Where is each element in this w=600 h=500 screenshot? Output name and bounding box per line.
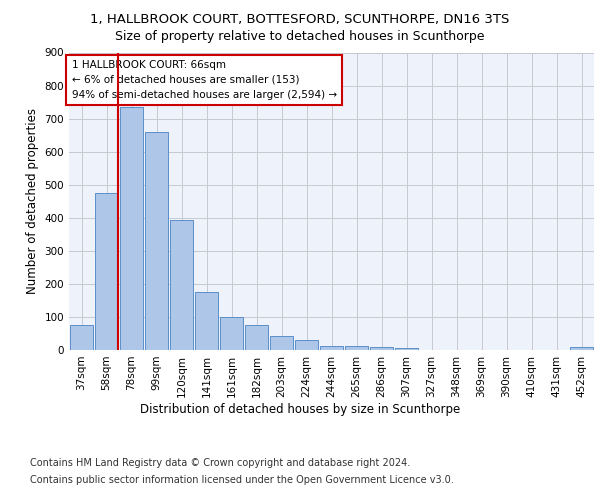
Bar bbox=[95, 193, 118, 350]
Bar bbox=[220, 317, 243, 350]
Text: 1 HALLBROOK COURT: 66sqm
← 6% of detached houses are smaller (153)
94% of semi-d: 1 HALLBROOK COURT: 66sqm ← 6% of detache… bbox=[71, 60, 337, 100]
Text: 1, HALLBROOK COURT, BOTTESFORD, SCUNTHORPE, DN16 3TS: 1, HALLBROOK COURT, BOTTESFORD, SCUNTHOR… bbox=[91, 12, 509, 26]
Text: Contains public sector information licensed under the Open Government Licence v3: Contains public sector information licen… bbox=[30, 475, 454, 485]
Bar bbox=[395, 348, 418, 350]
Bar bbox=[295, 340, 318, 350]
Bar bbox=[70, 325, 93, 350]
Text: Distribution of detached houses by size in Scunthorpe: Distribution of detached houses by size … bbox=[140, 402, 460, 415]
Bar bbox=[245, 324, 268, 350]
Bar bbox=[570, 348, 593, 350]
Bar bbox=[345, 346, 368, 350]
Bar bbox=[320, 346, 343, 350]
Bar bbox=[145, 132, 168, 350]
Text: Size of property relative to detached houses in Scunthorpe: Size of property relative to detached ho… bbox=[115, 30, 485, 43]
Bar bbox=[170, 220, 193, 350]
Bar bbox=[195, 292, 218, 350]
Bar bbox=[270, 336, 293, 350]
Y-axis label: Number of detached properties: Number of detached properties bbox=[26, 108, 39, 294]
Text: Contains HM Land Registry data © Crown copyright and database right 2024.: Contains HM Land Registry data © Crown c… bbox=[30, 458, 410, 468]
Bar bbox=[370, 346, 393, 350]
Bar bbox=[120, 107, 143, 350]
